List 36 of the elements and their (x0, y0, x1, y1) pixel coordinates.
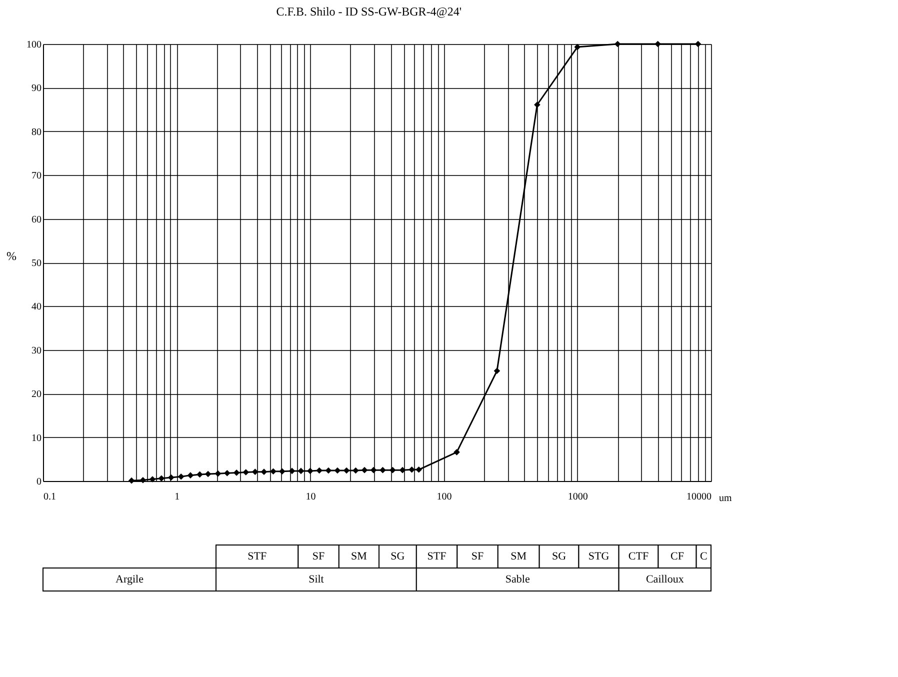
text: Silt (308, 574, 324, 586)
y-tick-label: 20 (32, 389, 42, 400)
text: SG (552, 550, 566, 562)
y-tick-label: 10 (32, 432, 42, 444)
x-tick-label: 1 (174, 492, 180, 502)
y-tick-label: 30 (32, 345, 42, 356)
y-tick-label: 80 (32, 126, 42, 138)
y-tick-label: 0 (36, 476, 42, 488)
x-tick-label: 10000 (686, 492, 712, 502)
y-tick-label: 50 (32, 258, 42, 269)
text: Sable (505, 574, 530, 586)
x-axis-title: um (719, 493, 732, 504)
text: STF (427, 550, 446, 562)
text: Argile (116, 574, 144, 586)
text: SF (471, 550, 484, 562)
text: Cailloux (646, 574, 684, 586)
x-tick-label: 10 (306, 492, 316, 502)
text: STG (588, 550, 610, 562)
text: STF (248, 550, 267, 562)
y-tick-label: 90 (32, 83, 42, 94)
x-tick-label: 1000 (568, 492, 588, 502)
y-axis-title: % (6, 249, 16, 263)
y-tick-label: 40 (32, 302, 42, 313)
x-tick-label: 100 (436, 492, 452, 502)
y-tick-label: 100 (26, 40, 42, 50)
text: SM (510, 550, 527, 562)
text: C (700, 550, 708, 562)
y-tick-label: 70 (32, 170, 42, 182)
y-tick-label: 60 (32, 214, 42, 226)
text: SM (351, 550, 368, 562)
text: SF (312, 550, 325, 562)
text: CTF (628, 550, 649, 562)
chart-title: C.F.B. Shilo - ID SS-GW-BGR-4@24' (276, 4, 462, 18)
text: SG (390, 550, 405, 562)
x-tick-label: 0.1 (44, 492, 56, 502)
text: CF (670, 550, 684, 562)
